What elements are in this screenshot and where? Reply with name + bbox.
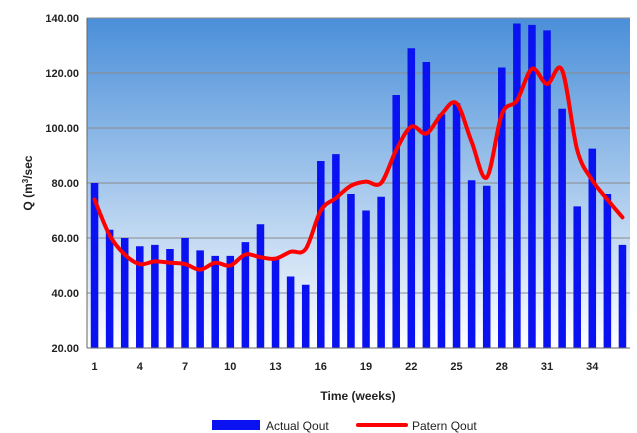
y-tick-label: 80.00 xyxy=(51,178,79,190)
bar-week-20 xyxy=(377,196,385,348)
x-tick-label: 1 xyxy=(91,361,97,373)
bar-week-17 xyxy=(332,154,340,348)
line-series-patern-qout xyxy=(92,65,625,272)
bar-week-6 xyxy=(166,249,174,348)
bar-week-25 xyxy=(452,103,461,348)
x-tick-label: 34 xyxy=(586,361,599,373)
y-tick-label: 120.00 xyxy=(45,68,79,80)
bar-week-14 xyxy=(286,276,295,348)
bar-week-5 xyxy=(151,244,159,348)
bar-week-2 xyxy=(105,229,114,348)
y-tick-label: 140.00 xyxy=(45,13,79,25)
bar-week-15 xyxy=(301,284,310,348)
x-axis-title: Time (weeks) xyxy=(320,389,395,403)
bar-week-22 xyxy=(407,48,416,348)
bar-week-13 xyxy=(271,257,280,348)
bar-week-36 xyxy=(618,244,627,348)
x-tick-label: 13 xyxy=(269,361,281,373)
bar-week-11 xyxy=(241,242,250,348)
bar-week-18 xyxy=(347,194,355,348)
bar-week-16 xyxy=(317,161,325,348)
bar-week-21 xyxy=(392,95,400,348)
bar-week-27 xyxy=(482,185,491,348)
legend-label-actual-qout: Actual Qout xyxy=(266,419,329,433)
bar-week-19 xyxy=(362,210,370,348)
legend-label-patern-qout: Patern Qout xyxy=(412,419,477,433)
bar-week-4 xyxy=(136,246,144,348)
x-tick-label: 22 xyxy=(405,361,417,373)
x-tick-label: 16 xyxy=(315,361,327,373)
y-tick-label: 20.00 xyxy=(51,343,79,355)
bar-week-26 xyxy=(467,180,476,348)
bar-week-35 xyxy=(603,194,612,348)
bars xyxy=(90,23,627,348)
bar-week-34 xyxy=(588,148,597,348)
y-axis-title-superscript: 3 xyxy=(21,178,30,183)
x-tick-label: 7 xyxy=(182,361,188,373)
x-tick-label: 28 xyxy=(496,361,508,373)
y-tick-labels: 20.00 40.00 60.00 80.00 100.00 120.00 140.00 xyxy=(45,13,79,355)
bar-week-7 xyxy=(181,238,189,348)
y-tick-label: 60.00 xyxy=(51,233,79,245)
bar-week-24 xyxy=(437,114,446,348)
x-tick-label: 10 xyxy=(224,361,236,373)
bar-week-31 xyxy=(543,30,551,348)
x-tick-label: 25 xyxy=(450,361,462,373)
x-tick-label: 19 xyxy=(360,361,372,373)
bar-week-3 xyxy=(120,238,129,348)
bar-week-1 xyxy=(90,183,99,348)
bar-week-9 xyxy=(211,255,219,348)
y-tick-label: 40.00 xyxy=(51,288,79,300)
bar-week-33 xyxy=(573,206,581,348)
x-tick-label: 31 xyxy=(541,361,553,373)
y-axis-title: Q (m3/sec xyxy=(21,155,36,210)
bar-week-12 xyxy=(256,224,265,348)
x-tick-label: 4 xyxy=(137,361,144,373)
bar-week-32 xyxy=(558,108,566,348)
bar-week-29 xyxy=(513,23,521,348)
bar-week-23 xyxy=(422,62,431,348)
bar-week-8 xyxy=(196,250,204,348)
bar-week-28 xyxy=(498,67,506,348)
x-tick-labels: 1 4 7 10 13 16 19 22 25 28 31 34 xyxy=(91,361,599,373)
bar-week-10 xyxy=(226,255,235,348)
y-tick-label: 100.00 xyxy=(45,123,79,135)
legend-swatch-actual-qout xyxy=(212,420,260,430)
bar-week-30 xyxy=(528,24,536,348)
legend: Actual Qout Patern Qout xyxy=(212,419,477,433)
